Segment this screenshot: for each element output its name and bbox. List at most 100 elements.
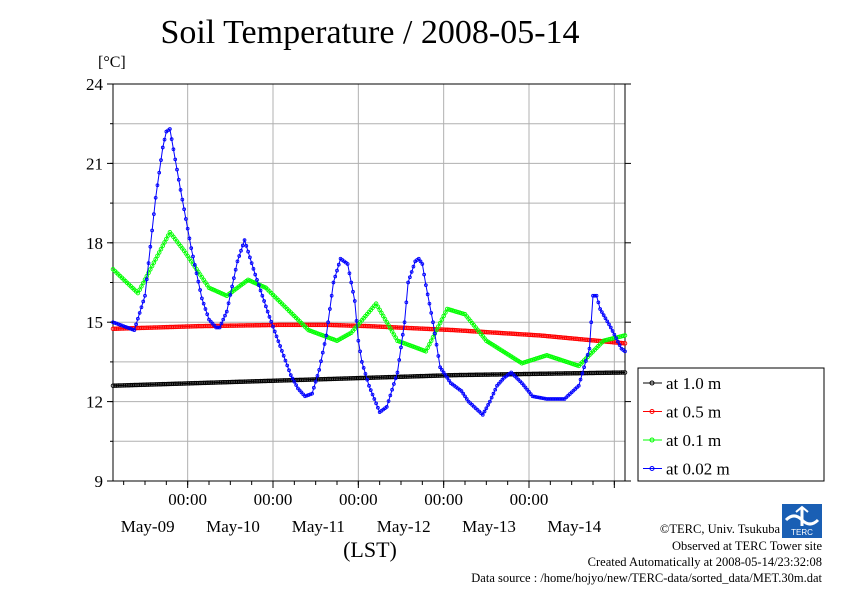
data-point: [207, 317, 211, 322]
x-axis-label: (LST): [343, 537, 397, 562]
legend-label: at 0.02 m: [666, 460, 730, 479]
terc-logo-text: TERC: [791, 528, 813, 537]
data-point: [249, 261, 254, 265]
data-point: [360, 360, 364, 364]
data-point: [148, 244, 153, 249]
data-point: [420, 262, 425, 266]
data-point: [194, 271, 199, 276]
data-point: [175, 167, 179, 172]
data-point: [143, 293, 147, 298]
data-point: [537, 395, 542, 400]
data-point: [440, 367, 444, 372]
data-point: [434, 342, 439, 347]
data-point: [495, 383, 499, 388]
data-point: [226, 301, 231, 306]
data-point: [548, 397, 553, 401]
data-point: [395, 370, 400, 375]
data-point: [242, 238, 247, 243]
y-tick-label: 21: [86, 154, 103, 173]
data-point: [232, 276, 236, 280]
data-point: [578, 377, 583, 382]
data-point: [264, 304, 268, 309]
data-point: [208, 319, 213, 324]
data-point: [130, 327, 135, 332]
y-tick-label: 12: [86, 393, 103, 412]
data-point: [240, 243, 245, 248]
data-point: [153, 195, 158, 200]
data-point: [217, 325, 222, 330]
data-point: [623, 349, 627, 354]
data-point: [614, 336, 618, 340]
data-point: [596, 300, 601, 305]
data-point: [443, 373, 448, 377]
data-point: [527, 390, 531, 394]
data-point: [148, 267, 153, 272]
data-point: [500, 377, 505, 382]
data-point: [486, 403, 490, 407]
data-point: [255, 278, 259, 282]
created-text: Created Automatically at 2008-05-14/23:3…: [587, 555, 822, 569]
x-date-label: May-11: [292, 517, 345, 536]
data-point: [418, 259, 423, 264]
data-point: [262, 299, 266, 303]
data-point: [146, 261, 151, 265]
data-point: [155, 183, 160, 188]
data-point: [523, 385, 528, 390]
data-point: [157, 170, 162, 175]
y-axis-unit: [°C]: [98, 54, 126, 71]
data-point: [160, 243, 166, 248]
data-point: [392, 382, 396, 386]
data-point: [189, 246, 194, 250]
data-point: [436, 354, 441, 358]
data-point: [397, 358, 402, 362]
data-point: [384, 405, 389, 409]
data-point: [228, 293, 233, 297]
data-point: [463, 394, 467, 399]
data-point: [390, 387, 394, 392]
y-tick-label: 9: [95, 472, 104, 491]
data-point: [557, 397, 562, 401]
data-point: [112, 321, 117, 325]
data-point: [459, 389, 464, 393]
data-point: [546, 397, 551, 401]
data-point: [248, 255, 252, 260]
data-point: [210, 321, 215, 326]
data-point: [591, 293, 595, 298]
data-point: [192, 263, 197, 267]
data-point: [322, 342, 327, 346]
x-date-label: May-10: [206, 517, 260, 536]
data-point: [550, 397, 554, 401]
data-point: [400, 332, 405, 337]
data-point: [196, 279, 201, 284]
data-point: [617, 343, 622, 347]
data-point: [151, 260, 157, 265]
data-point: [521, 383, 526, 388]
data-point: [278, 344, 282, 348]
data-point: [127, 326, 131, 331]
data-point: [173, 157, 178, 162]
data-point: [285, 363, 290, 368]
data-point: [368, 388, 373, 392]
data-point: [150, 228, 154, 233]
data-point: [246, 249, 250, 254]
data-point: [118, 322, 122, 327]
data-point: [622, 370, 628, 375]
x-date-label: May-14: [547, 517, 601, 536]
data-point: [594, 293, 599, 298]
data-point: [416, 256, 421, 261]
data-point: [139, 284, 144, 289]
data-point: [580, 371, 585, 376]
data-point: [288, 373, 293, 377]
data-point: [587, 346, 592, 351]
data-point: [328, 307, 332, 311]
x-tick-label: 00:00: [424, 490, 463, 509]
data-point: [205, 312, 210, 317]
data-point: [539, 396, 544, 400]
data-point: [256, 283, 261, 287]
data-point: [406, 280, 410, 285]
data-point: [437, 320, 443, 326]
data-point: [168, 127, 172, 131]
data-point: [203, 307, 208, 311]
data-point: [158, 246, 164, 252]
data-point: [616, 339, 620, 344]
